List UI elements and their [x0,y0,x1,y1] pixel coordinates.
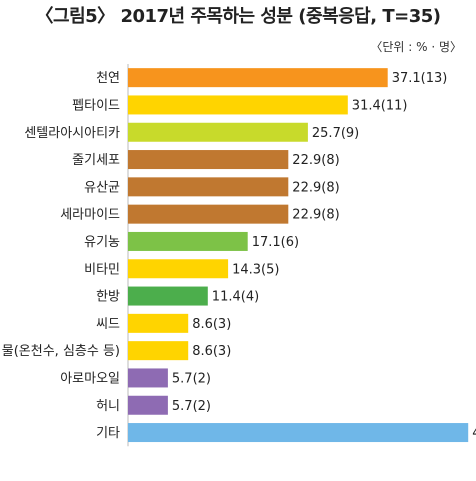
bar [128,341,189,361]
value-label: 25.7(9) [312,126,359,141]
category-label: 씨드 [96,317,120,332]
bar [128,231,248,251]
bar [128,395,168,415]
bar [128,368,168,388]
value-label: 22.9(8) [292,208,339,223]
bar [128,95,348,115]
value-label: 22.9(8) [292,153,339,168]
category-label: 한방 [96,290,120,305]
category-label: 줄기세포 [72,153,120,168]
category-label: 펩타이드 [72,98,120,113]
value-label: 48.6(17) [472,426,476,441]
bar [128,68,388,88]
value-label: 8.6(3) [192,317,231,332]
category-label: 물(온천수, 심층수 등) [2,344,120,359]
category-label: 천연 [96,71,120,86]
value-label: 31.4(11) [352,98,408,113]
value-label: 8.6(3) [192,344,231,359]
bar [128,423,469,443]
value-label: 5.7(2) [172,371,211,386]
chart-title: 〈그림5〉 2017년 주목하는 성분 (중복응답, T=35) [35,6,441,27]
category-label: 기타 [96,426,120,441]
bar [128,122,308,142]
category-label: 아로마오일 [60,371,120,386]
category-label: 센텔라아시아티카 [24,126,120,141]
value-label: 17.1(6) [252,235,299,250]
bar [128,259,229,279]
unit-note: 〈단위 : % · 명〉 [370,40,462,54]
category-label: 세라마이드 [60,208,120,223]
bar [128,313,189,333]
bar [128,177,289,197]
value-label: 22.9(8) [292,180,339,195]
bar [128,150,289,170]
category-label: 허니 [96,399,120,414]
value-label: 5.7(2) [172,399,211,414]
bar [128,204,289,224]
value-label: 14.3(5) [232,262,279,277]
category-label: 비타민 [84,262,120,277]
category-label: 유기농 [84,235,120,250]
category-label: 유산균 [84,180,120,195]
value-label: 37.1(13) [392,71,448,86]
value-label: 11.4(4) [212,290,259,305]
bar [128,286,208,306]
